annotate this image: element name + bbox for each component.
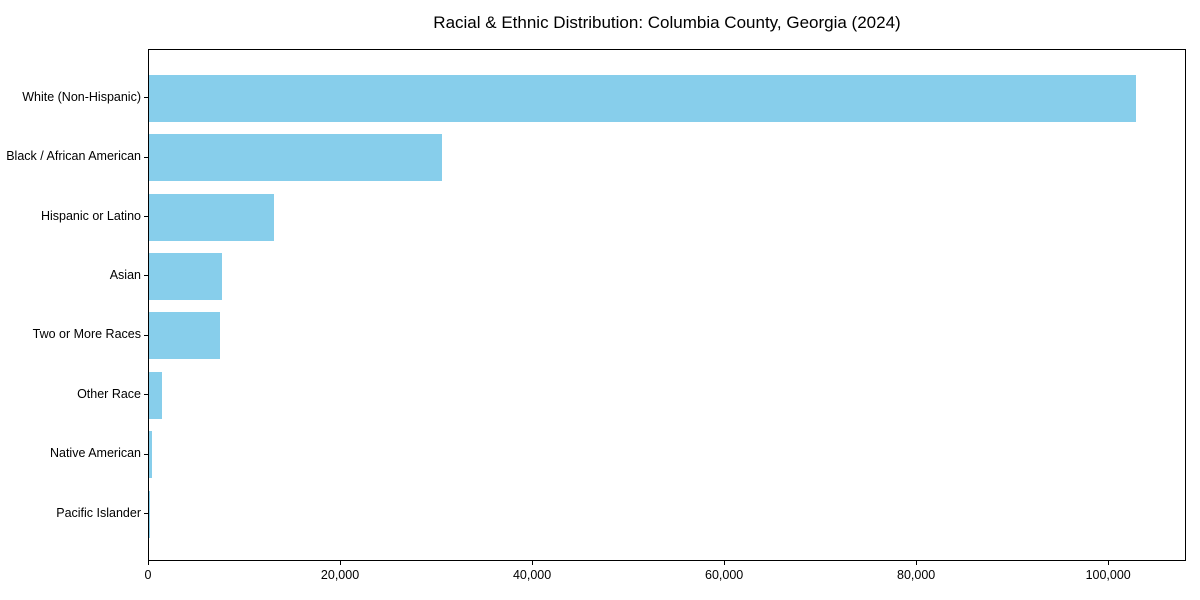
y-tick-mark [144,156,148,158]
x-tick-label: 20,000 [320,568,360,582]
plot-area [148,49,1186,561]
x-tick-mark [1108,560,1110,565]
y-axis-label: Hispanic or Latino [40,208,141,223]
bar [149,312,220,360]
bar [149,134,442,182]
x-tick-label: 80,000 [897,568,936,582]
y-axis-label: White (Non-Hispanic) [22,89,141,104]
y-tick-mark [144,453,148,455]
bar [149,490,150,538]
x-tick-mark [724,560,726,565]
x-tick-label: 60,000 [704,568,744,582]
chart-title: Racial & Ethnic Distribution: Columbia C… [433,13,901,32]
x-tick-mark [916,560,918,565]
y-tick-mark [144,97,148,99]
y-axis-label: Asian [109,267,141,282]
y-axis-label: Other Race [77,386,141,401]
x-tick-mark [148,560,149,565]
bar [149,252,223,300]
y-tick-mark [144,216,148,217]
y-tick-mark [144,275,148,277]
x-tick-mark [532,560,534,565]
y-axis-label: Two or More Races [32,327,141,342]
bar [149,74,1137,122]
bar [149,371,163,419]
y-axis-label: Native American [49,446,141,461]
x-tick-label: 0 [144,568,152,582]
x-tick-label: 100,000 [1085,568,1131,582]
y-axis-label: Pacific Islander [56,505,141,520]
y-tick-mark [144,513,148,514]
bar [149,431,152,479]
y-tick-mark [144,394,148,396]
x-tick-mark [340,560,342,565]
y-axis-label: Black / African American [6,149,141,164]
y-tick-mark [144,334,148,336]
bar [149,193,274,241]
x-tick-label: 40,000 [512,568,552,582]
